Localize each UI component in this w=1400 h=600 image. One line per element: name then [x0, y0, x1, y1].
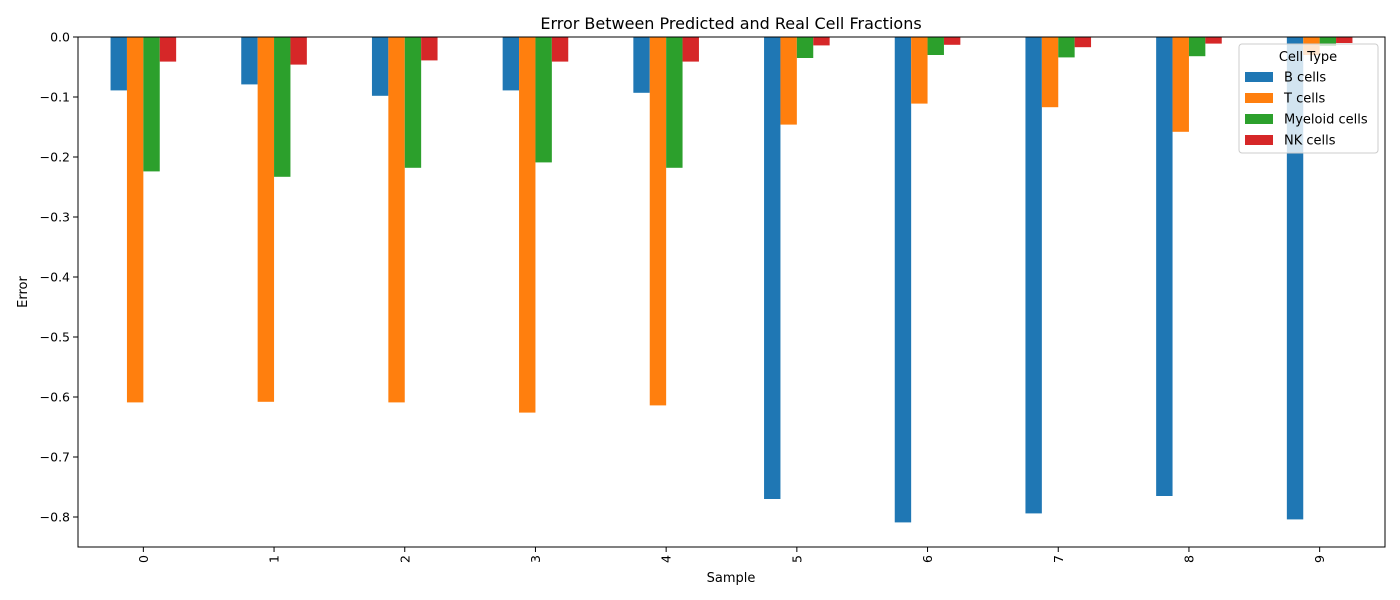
bar [796, 37, 814, 58]
bar [1041, 37, 1059, 108]
legend-swatch [1245, 135, 1273, 145]
x-tick-label: 4 [659, 555, 674, 563]
plot-frame [77, 36, 1386, 548]
y-tick-label: −0.1 [40, 90, 70, 105]
bar [1188, 37, 1206, 57]
bar [649, 37, 667, 406]
bar [126, 37, 144, 403]
bar [927, 37, 944, 55]
x-tick-label: 0 [136, 555, 151, 563]
bar [1205, 37, 1222, 44]
bar [241, 37, 258, 85]
bar [274, 37, 291, 177]
legend-label: NK cells [1284, 134, 1336, 149]
y-tick-label: −0.2 [40, 150, 70, 165]
y-axis-label: Error [16, 276, 31, 308]
bar [159, 37, 177, 62]
bar [1156, 37, 1173, 496]
bar [764, 37, 781, 499]
bar [1319, 37, 1337, 46]
legend-swatch [1245, 72, 1273, 82]
legend-swatch [1245, 93, 1273, 103]
legend-label: Myeloid cells [1284, 113, 1368, 128]
bar [1286, 37, 1304, 520]
bar [110, 37, 127, 91]
legend-items: B cells T cells Myeloid cells NK cells [1245, 71, 1368, 149]
bar [371, 37, 389, 96]
x-tick-label: 3 [528, 555, 543, 563]
y-tick-label: −0.6 [40, 390, 70, 405]
x-tick-label: 5 [789, 555, 804, 563]
bar [1074, 37, 1092, 48]
bar [813, 37, 830, 46]
bars-layer [110, 37, 1353, 523]
legend-swatch [1245, 114, 1273, 124]
bar [1058, 37, 1075, 58]
chart-title: Error Between Predicted and Real Cell Fr… [540, 14, 921, 33]
bar [666, 37, 683, 168]
bar [1025, 37, 1042, 514]
bar [943, 37, 961, 45]
bar [421, 37, 438, 61]
x-tick-label: 6 [920, 555, 935, 563]
bar [535, 37, 552, 163]
y-tick-label: 0.0 [50, 30, 70, 45]
bar [780, 37, 797, 125]
legend-label: T cells [1283, 92, 1325, 107]
x-tick-label: 9 [1312, 555, 1327, 563]
bar [1172, 37, 1189, 132]
bar [551, 37, 569, 62]
bar [257, 37, 275, 402]
x-tick-label: 1 [267, 555, 282, 563]
legend-title: Cell Type [1279, 50, 1337, 65]
y-tick-label: −0.3 [40, 210, 70, 225]
legend-label: B cells [1284, 71, 1326, 86]
x-axis: 0 1 2 3 4 5 6 7 8 9 [136, 547, 1327, 563]
x-axis-label: Sample [707, 571, 756, 586]
bar [633, 37, 650, 93]
y-tick-label: −0.8 [40, 510, 70, 525]
bar [143, 37, 160, 172]
y-tick-label: −0.5 [40, 330, 70, 345]
bar [388, 37, 405, 403]
x-tick-label: 8 [1181, 555, 1196, 563]
bar [894, 37, 912, 523]
bar [682, 37, 699, 62]
bar [404, 37, 422, 168]
y-tick-label: −0.7 [40, 450, 70, 465]
y-axis: 0.0 −0.1 −0.2 −0.3 −0.4 −0.5 −0.6 −0.7 −0.8 [40, 30, 78, 525]
bar [911, 37, 928, 104]
bar [290, 37, 307, 65]
legend-box [1238, 43, 1379, 154]
y-tick-label: −0.4 [40, 270, 70, 285]
x-tick-label: 2 [397, 555, 412, 563]
legend: Cell Type B cells T cells Myeloid cells NK … [1238, 43, 1379, 154]
x-tick-label: 7 [1051, 555, 1066, 563]
bar [502, 37, 520, 91]
bar [519, 37, 536, 413]
bar [1336, 37, 1353, 43]
